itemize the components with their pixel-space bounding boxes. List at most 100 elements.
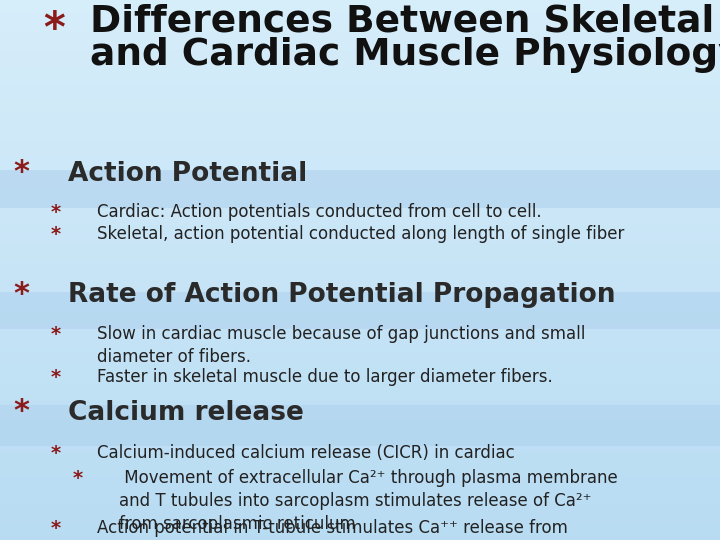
Bar xyxy=(0,20,720,22)
Bar xyxy=(0,313,720,315)
Bar xyxy=(0,160,720,162)
Bar xyxy=(0,104,720,106)
Bar xyxy=(0,362,720,363)
Bar xyxy=(0,515,720,517)
Bar xyxy=(0,417,720,420)
Bar xyxy=(0,22,720,23)
Bar xyxy=(0,333,720,335)
Bar xyxy=(0,11,720,12)
Bar xyxy=(0,504,720,506)
Bar xyxy=(0,243,720,245)
Bar xyxy=(0,103,720,104)
Bar xyxy=(0,302,720,304)
Bar xyxy=(0,216,720,218)
Text: *: * xyxy=(51,444,61,463)
Bar xyxy=(0,66,720,69)
Bar xyxy=(0,405,720,446)
Bar xyxy=(0,63,720,65)
Bar xyxy=(0,285,720,286)
Bar xyxy=(0,421,720,423)
Bar xyxy=(0,81,720,83)
Bar xyxy=(0,324,720,326)
Bar xyxy=(0,4,720,5)
Bar xyxy=(0,223,720,225)
Bar xyxy=(0,344,720,346)
Text: *: * xyxy=(14,280,30,309)
Bar xyxy=(0,29,720,31)
Bar xyxy=(0,293,720,295)
Bar xyxy=(0,99,720,101)
Bar xyxy=(0,225,720,227)
Bar xyxy=(0,336,720,339)
Bar xyxy=(0,369,720,371)
Bar xyxy=(0,470,720,471)
Bar xyxy=(0,173,720,174)
Bar xyxy=(0,144,720,146)
Bar xyxy=(0,498,720,501)
Bar xyxy=(0,452,720,454)
Bar xyxy=(0,211,720,212)
Bar xyxy=(0,528,720,529)
Bar xyxy=(0,297,720,299)
Bar xyxy=(0,69,720,70)
Bar xyxy=(0,355,720,356)
Bar xyxy=(0,252,720,254)
Bar xyxy=(0,430,720,432)
Bar xyxy=(0,275,720,277)
Bar xyxy=(0,299,720,301)
Bar xyxy=(0,88,720,90)
Bar xyxy=(0,376,720,378)
Bar xyxy=(0,93,720,96)
Bar xyxy=(0,358,720,360)
Bar xyxy=(0,486,720,488)
Bar xyxy=(0,405,720,407)
Bar xyxy=(0,241,720,243)
Bar xyxy=(0,92,720,93)
Bar xyxy=(0,169,720,171)
Bar xyxy=(0,128,720,130)
Bar xyxy=(0,432,720,434)
Bar xyxy=(0,56,720,58)
Bar xyxy=(0,423,720,425)
Text: *: * xyxy=(14,158,30,187)
Bar xyxy=(0,268,720,270)
Bar xyxy=(0,123,720,124)
Bar xyxy=(0,466,720,468)
Bar xyxy=(0,155,720,157)
Text: Action Potential: Action Potential xyxy=(68,161,307,187)
Bar xyxy=(0,322,720,324)
Bar xyxy=(0,495,720,497)
Bar xyxy=(0,238,720,239)
Bar xyxy=(0,457,720,459)
Bar xyxy=(0,131,720,133)
Bar xyxy=(0,218,720,220)
Bar xyxy=(0,437,720,439)
Bar xyxy=(0,214,720,216)
Bar xyxy=(0,459,720,461)
Bar xyxy=(0,263,720,265)
Bar xyxy=(0,162,720,164)
Bar xyxy=(0,38,720,39)
Bar xyxy=(0,191,720,193)
Text: *: * xyxy=(51,225,61,244)
Bar xyxy=(0,205,720,207)
Bar xyxy=(0,25,720,27)
Bar xyxy=(0,86,720,88)
Bar xyxy=(0,250,720,252)
Bar xyxy=(0,146,720,147)
Bar xyxy=(0,346,720,347)
Bar xyxy=(0,497,720,498)
Bar xyxy=(0,349,720,351)
Text: *: * xyxy=(43,9,65,51)
Bar xyxy=(0,382,720,383)
Bar xyxy=(0,189,720,191)
Bar xyxy=(0,258,720,259)
Bar xyxy=(0,42,720,43)
Bar xyxy=(0,248,720,250)
Bar xyxy=(0,288,720,290)
Bar xyxy=(0,488,720,490)
Bar xyxy=(0,115,720,117)
Bar xyxy=(0,180,720,182)
Bar xyxy=(0,247,720,248)
Bar xyxy=(0,184,720,185)
